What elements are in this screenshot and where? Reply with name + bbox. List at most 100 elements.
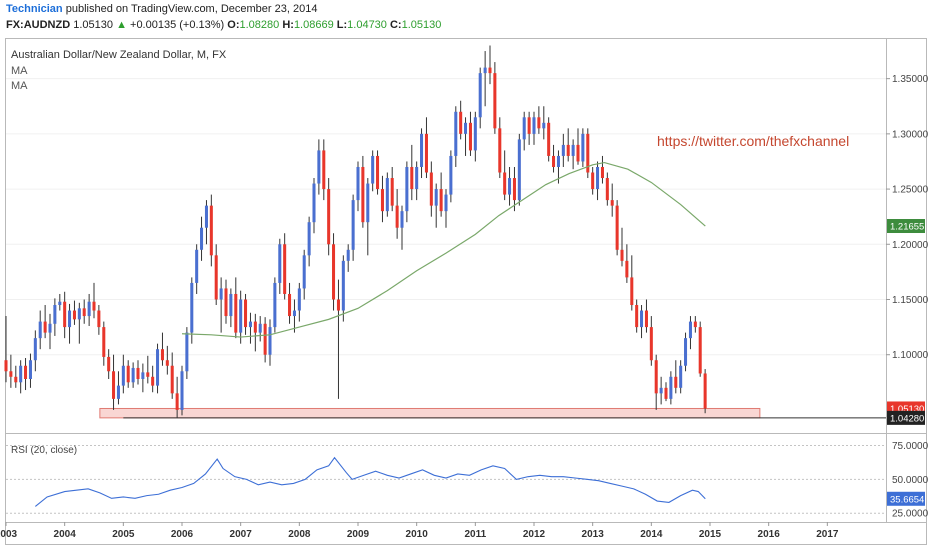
candle-down[interactable]	[459, 111, 463, 134]
candle-up[interactable]	[508, 178, 512, 195]
candle-down[interactable]	[112, 371, 116, 399]
candle-up[interactable]	[385, 178, 389, 212]
candle-up[interactable]	[522, 117, 526, 140]
candle-down[interactable]	[4, 360, 8, 372]
candle-up[interactable]	[478, 73, 482, 118]
candle-up[interactable]	[248, 321, 252, 328]
candle-up[interactable]	[180, 371, 184, 410]
candle-down[interactable]	[649, 327, 653, 361]
candle-down[interactable]	[429, 172, 433, 206]
candle-down[interactable]	[146, 372, 150, 377]
candle-down[interactable]	[586, 133, 590, 173]
candle-down[interactable]	[630, 277, 634, 306]
candle-up[interactable]	[517, 139, 521, 201]
candle-up[interactable]	[268, 327, 272, 355]
candle-up[interactable]	[131, 367, 135, 383]
candle-up[interactable]	[684, 338, 688, 366]
candle-up[interactable]	[141, 372, 145, 379]
candle-up[interactable]	[87, 301, 91, 317]
candle-down[interactable]	[547, 122, 551, 156]
candle-down[interactable]	[136, 367, 140, 379]
candle-down[interactable]	[72, 310, 76, 320]
candle-down[interactable]	[493, 73, 497, 129]
candle-up[interactable]	[405, 166, 409, 212]
candle-up[interactable]	[195, 249, 199, 283]
candle-up[interactable]	[449, 155, 453, 195]
candle-down[interactable]	[209, 205, 213, 256]
candle-down[interactable]	[234, 293, 238, 333]
candle-down[interactable]	[498, 128, 502, 173]
candle-down[interactable]	[24, 365, 28, 379]
candle-up[interactable]	[58, 301, 62, 306]
candle-up[interactable]	[33, 338, 37, 361]
candle-up[interactable]	[483, 67, 487, 74]
candle-down[interactable]	[591, 172, 595, 190]
candle-down[interactable]	[97, 310, 101, 328]
candle-down[interactable]	[600, 166, 604, 179]
candle-up[interactable]	[640, 310, 644, 328]
candle-down[interactable]	[107, 356, 111, 372]
candle-down[interactable]	[126, 365, 130, 383]
candle-down[interactable]	[92, 301, 96, 311]
candle-up[interactable]	[415, 166, 419, 190]
candle-up[interactable]	[542, 122, 546, 129]
candle-down[interactable]	[63, 301, 67, 328]
candle-up[interactable]	[53, 305, 57, 324]
candle-down[interactable]	[625, 260, 629, 278]
candle-down[interactable]	[160, 349, 164, 361]
candle-up[interactable]	[679, 365, 683, 388]
candle-down[interactable]	[151, 376, 155, 386]
candle-down[interactable]	[610, 200, 614, 206]
candle-up[interactable]	[473, 117, 477, 151]
symbol-name[interactable]: FX:AUDNZD	[6, 19, 71, 31]
candle-down[interactable]	[214, 255, 218, 300]
candle-down[interactable]	[376, 155, 380, 190]
candle-up[interactable]	[532, 117, 536, 134]
candle-down[interactable]	[664, 387, 668, 399]
candle-down[interactable]	[527, 117, 531, 134]
support-zone[interactable]	[99, 407, 761, 419]
candle-down[interactable]	[693, 321, 697, 328]
candle-up[interactable]	[121, 365, 125, 386]
candle-up[interactable]	[48, 323, 52, 333]
candle-up[interactable]	[273, 282, 277, 328]
candle-down[interactable]	[503, 172, 507, 195]
candle-down[interactable]	[170, 365, 174, 394]
candle-up[interactable]	[77, 308, 81, 320]
candle-up[interactable]	[444, 194, 448, 212]
candle-down[interactable]	[620, 249, 624, 261]
candle-down[interactable]	[322, 150, 326, 190]
candle-down[interactable]	[605, 178, 609, 201]
candle-up[interactable]	[346, 249, 350, 261]
candles-layer[interactable]	[4, 45, 707, 418]
candle-down[interactable]	[332, 244, 336, 300]
candle-down[interactable]	[566, 144, 570, 156]
candle-down[interactable]	[327, 189, 331, 245]
author-link[interactable]: Technician	[6, 3, 63, 15]
candle-up[interactable]	[200, 227, 204, 250]
candle-up[interactable]	[116, 385, 120, 399]
candle-up[interactable]	[204, 205, 208, 228]
candle-up[interactable]	[292, 310, 296, 317]
candle-up[interactable]	[581, 133, 585, 162]
candle-down[interactable]	[488, 67, 492, 74]
candle-up[interactable]	[351, 200, 355, 250]
candle-up[interactable]	[278, 244, 282, 283]
candle-up[interactable]	[19, 365, 23, 383]
candle-down[interactable]	[512, 178, 516, 201]
candle-down[interactable]	[283, 244, 287, 294]
candle-down[interactable]	[576, 144, 580, 162]
candle-down[interactable]	[410, 166, 414, 190]
candle-up[interactable]	[185, 332, 189, 372]
candle-up[interactable]	[302, 255, 306, 289]
candle-up[interactable]	[596, 166, 600, 190]
candle-down[interactable]	[552, 155, 556, 167]
candle-down[interactable]	[175, 393, 179, 410]
candle-down[interactable]	[424, 133, 428, 173]
candle-down[interactable]	[654, 360, 658, 394]
candle-up[interactable]	[366, 183, 370, 223]
candle-up[interactable]	[219, 288, 223, 300]
candle-up[interactable]	[317, 150, 321, 184]
rsi-pane[interactable]: 75.0000 50.0000 25.0000 35.6654	[6, 441, 929, 520]
candle-down[interactable]	[537, 117, 541, 129]
